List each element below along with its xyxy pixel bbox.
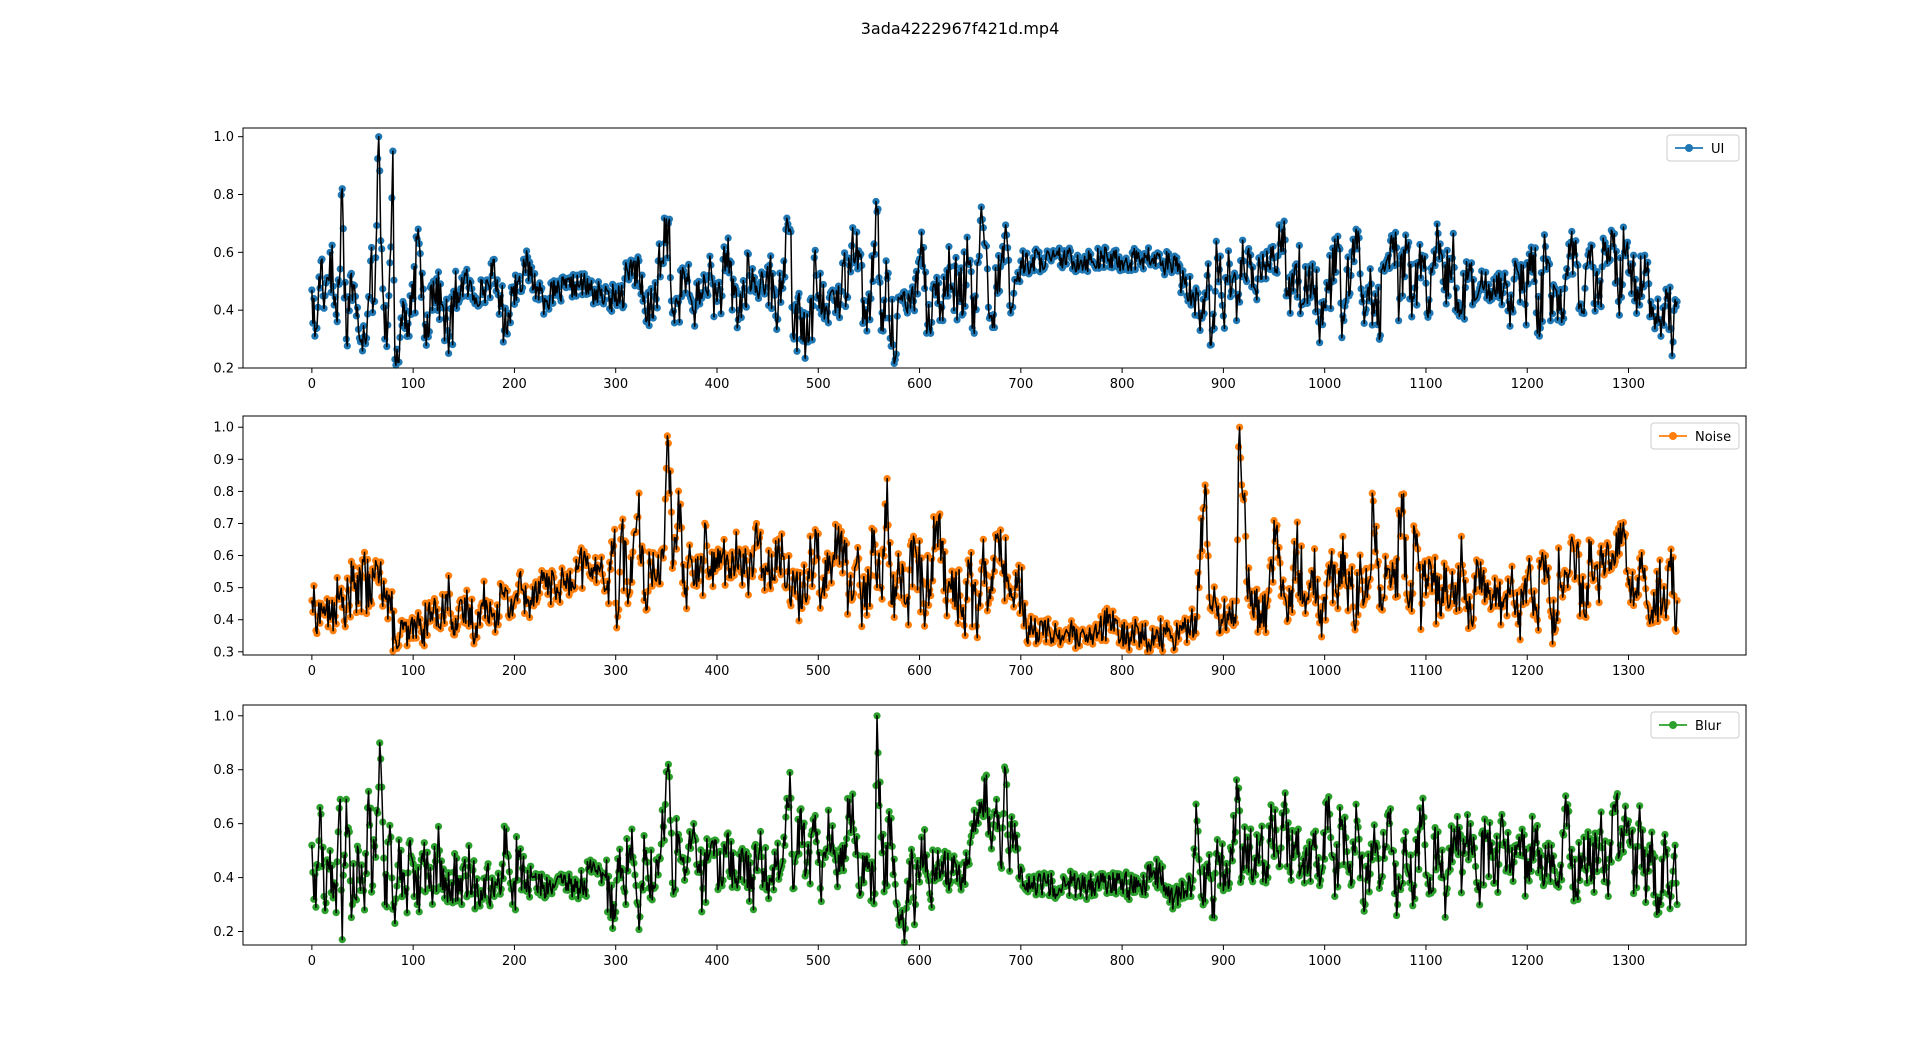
y-tick-label: 0.6 [213, 817, 234, 832]
legend-label: Noise [1695, 430, 1731, 445]
x-tick-label: 0 [308, 377, 316, 392]
x-tick-label: 200 [502, 954, 527, 969]
series-markers [308, 133, 1681, 369]
ui-panel: 0 100 200 300 400 500 600 700 800 900 1000 1100 1200… [213, 127, 1747, 392]
x-tick-label: 300 [603, 377, 628, 392]
x-tick-label: 800 [1110, 954, 1135, 969]
y-tick-label: 0.4 [213, 613, 234, 628]
x-tick-label: 500 [806, 664, 831, 679]
legend-label: UI [1711, 142, 1724, 157]
legend-label: Blur [1695, 719, 1722, 734]
x-tick-label: 100 [401, 377, 426, 392]
x-tick-label: 100 [401, 954, 426, 969]
y-tick-label: 1.0 [213, 709, 234, 724]
x-tick-label: 300 [603, 954, 628, 969]
x-tick-label: 400 [705, 954, 730, 969]
x-tick-label: 700 [1008, 954, 1033, 969]
x-tick-label: 1200 [1511, 664, 1544, 679]
legend-marker [1669, 432, 1677, 440]
x-tick-label: 1300 [1612, 377, 1645, 392]
y-tick-label: 0.7 [213, 517, 234, 532]
x-tick-label: 600 [907, 664, 932, 679]
y-tick-label: 0.2 [213, 925, 234, 940]
legend: UI [1666, 134, 1740, 162]
y-tick-label: 1.0 [213, 421, 234, 436]
figure-title: 3ada4222967f421d.mp4 [861, 19, 1060, 38]
series-markers [308, 423, 1681, 656]
x-tick-label: 100 [401, 664, 426, 679]
x-tick-label: 700 [1008, 664, 1033, 679]
x-tick-label: 0 [308, 664, 316, 679]
x-tick-label: 300 [603, 664, 628, 679]
legend: Blur [1650, 711, 1740, 739]
y-tick-label: 0.6 [213, 549, 234, 564]
x-tick-label: 1000 [1308, 377, 1341, 392]
legend-marker [1685, 144, 1693, 152]
x-tick-label: 600 [907, 954, 932, 969]
y-tick-label: 1.0 [213, 130, 234, 145]
y-tick-label: 0.8 [213, 188, 234, 203]
y-tick-label: 0.8 [213, 763, 234, 778]
x-tick-label: 900 [1211, 954, 1236, 969]
x-tick-label: 800 [1110, 377, 1135, 392]
x-tick-label: 1300 [1612, 954, 1645, 969]
noise-panel: 0 100 200 300 400 500 600 700 800 900 1000 1100 1200… [213, 415, 1747, 679]
y-tick-label: 0.4 [213, 871, 234, 886]
y-tick-label: 0.4 [213, 304, 234, 319]
x-tick-label: 200 [502, 664, 527, 679]
x-tick-label: 200 [502, 377, 527, 392]
x-tick-label: 1100 [1409, 664, 1442, 679]
x-tick-label: 500 [806, 954, 831, 969]
x-tick-label: 1000 [1308, 954, 1341, 969]
x-tick-label: 600 [907, 377, 932, 392]
series-markers [308, 712, 1681, 946]
x-tick-label: 1100 [1409, 954, 1442, 969]
x-tick-label: 1000 [1308, 664, 1341, 679]
x-tick-label: 700 [1008, 377, 1033, 392]
y-tick-label: 0.6 [213, 246, 234, 261]
x-tick-label: 500 [806, 377, 831, 392]
y-tick-label: 0.8 [213, 485, 234, 500]
axes-frame [242, 127, 1747, 369]
legend-marker [1669, 721, 1677, 729]
y-tick-label: 0.9 [213, 453, 234, 468]
x-tick-label: 900 [1211, 377, 1236, 392]
x-tick-label: 1100 [1409, 377, 1442, 392]
y-tick-label: 0.2 [213, 362, 234, 377]
x-tick-label: 1300 [1612, 664, 1645, 679]
x-tick-label: 1200 [1511, 377, 1544, 392]
x-tick-label: 400 [705, 377, 730, 392]
y-tick-label: 0.3 [213, 645, 234, 660]
x-tick-label: 0 [308, 954, 316, 969]
x-tick-label: 1200 [1511, 954, 1544, 969]
legend: Noise [1650, 422, 1740, 450]
x-tick-label: 900 [1211, 664, 1236, 679]
blur-panel: 0 100 200 300 400 500 600 700 800 900 1000 1100 1200… [213, 704, 1747, 969]
x-tick-label: 400 [705, 664, 730, 679]
y-tick-label: 0.5 [213, 581, 234, 596]
x-tick-label: 800 [1110, 664, 1135, 679]
